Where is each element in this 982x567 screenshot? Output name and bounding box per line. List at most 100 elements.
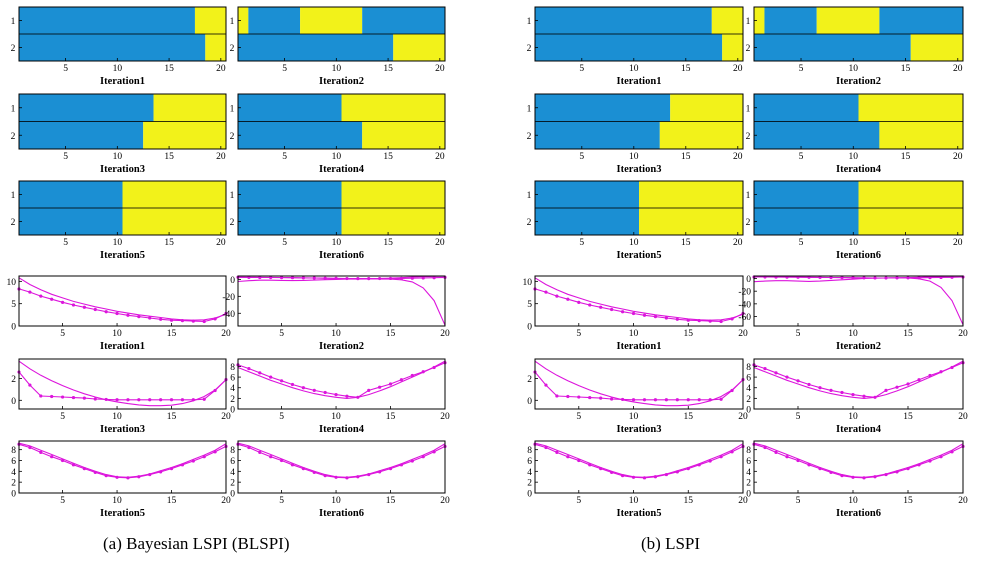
data-point bbox=[312, 388, 316, 392]
y-tick-label: 2 bbox=[230, 479, 235, 489]
data-point bbox=[631, 311, 636, 316]
x-tick-label: 10 bbox=[331, 496, 341, 506]
y-tick-label: 4 bbox=[230, 384, 235, 394]
data-point bbox=[884, 388, 888, 392]
data-point bbox=[137, 398, 141, 402]
plot-frame bbox=[237, 275, 446, 327]
x-tick-label: 15 bbox=[164, 64, 174, 74]
x-tick-label: 10 bbox=[629, 238, 639, 248]
x-tick-label: 5 bbox=[60, 496, 65, 506]
x-tick-label: 15 bbox=[164, 152, 174, 162]
plot-frame bbox=[753, 93, 964, 150]
series-line bbox=[18, 442, 227, 478]
value-plot-blspi-iteration2: -40 -20 0 5 10 15 20 Iteration2 bbox=[222, 275, 450, 352]
data-point bbox=[279, 379, 284, 383]
plot-title: Iteration5 bbox=[617, 250, 662, 261]
series-line-with-markers bbox=[18, 443, 227, 479]
plot-frame bbox=[534, 93, 744, 150]
data-point bbox=[378, 385, 382, 389]
y-tick-label: 2 bbox=[11, 375, 16, 385]
heatmap-cell bbox=[535, 94, 671, 122]
value-plot-lspi-iteration1: 0 5 10 5 10 15 20 Iteration1 bbox=[523, 275, 748, 352]
y-tick-label: -20 bbox=[222, 293, 235, 303]
y-tick-label: 1 bbox=[230, 104, 235, 114]
x-tick-label: 5 bbox=[63, 152, 68, 162]
x-tick-label: 10 bbox=[629, 152, 639, 162]
y-tick-label: 8 bbox=[746, 446, 751, 456]
caption-lspi: (b) LSPI bbox=[641, 534, 701, 553]
heatmap-cell bbox=[362, 7, 445, 34]
y-tick-label: 0 bbox=[746, 275, 751, 285]
data-point bbox=[697, 398, 701, 402]
y-tick-label: 1 bbox=[746, 191, 751, 201]
plot-frame bbox=[534, 440, 744, 494]
x-tick-label: 5 bbox=[799, 64, 804, 74]
plot-title: Iteration3 bbox=[617, 424, 662, 435]
x-tick-label: 15 bbox=[684, 412, 694, 422]
heatmap-cell bbox=[238, 181, 342, 208]
policy-heatmap-blspi-iteration6: 1 2 5 10 15 20 Iteration6 bbox=[230, 180, 446, 261]
plot-frame bbox=[237, 6, 446, 62]
x-tick-label: 15 bbox=[903, 412, 913, 422]
series-line-with-markers bbox=[237, 362, 446, 398]
plot-title: Iteration1 bbox=[100, 341, 145, 352]
x-tick-label: 20 bbox=[738, 412, 748, 422]
policy-heatmap-lspi-iteration3: 1 2 5 10 15 20 Iteration3 bbox=[527, 93, 744, 175]
y-tick-label: 0 bbox=[230, 406, 235, 416]
x-tick-label: 10 bbox=[332, 152, 342, 162]
y-tick-label: -40 bbox=[222, 310, 235, 320]
data-point bbox=[774, 371, 778, 375]
data-point bbox=[544, 290, 548, 294]
data-point bbox=[301, 386, 305, 390]
y-tick-label: -20 bbox=[738, 288, 751, 298]
heatmap-cell bbox=[238, 208, 342, 235]
data-point bbox=[323, 390, 327, 395]
data-point bbox=[566, 297, 570, 301]
x-tick-label: 15 bbox=[681, 238, 691, 248]
y-tick-label: 2 bbox=[746, 218, 751, 228]
caption-bayesian-lspi: (a) Bayesian LSPI (BLSPI) bbox=[103, 534, 290, 553]
data-point bbox=[50, 394, 54, 399]
data-point bbox=[664, 398, 668, 402]
heatmap-cell bbox=[858, 94, 963, 122]
x-tick-label: 15 bbox=[901, 152, 911, 162]
plot-frame bbox=[753, 180, 964, 236]
heatmap-cell bbox=[879, 121, 963, 149]
x-tick-label: 5 bbox=[63, 64, 68, 74]
policy-heatmap-lspi-iteration5: 1 2 5 10 15 20 Iteration5 bbox=[527, 180, 744, 261]
data-point bbox=[642, 313, 647, 317]
heatmap-cell bbox=[535, 181, 639, 208]
plot-title: Iteration2 bbox=[319, 341, 364, 352]
data-point bbox=[577, 395, 581, 399]
data-point bbox=[620, 310, 625, 314]
y-tick-label: 10 bbox=[7, 278, 17, 288]
data-point bbox=[82, 305, 86, 309]
plot-title: Iteration2 bbox=[836, 341, 881, 352]
x-tick-label: 10 bbox=[848, 412, 858, 422]
series-line-with-markers bbox=[753, 443, 964, 479]
x-tick-label: 10 bbox=[112, 329, 122, 339]
heatmap-cell bbox=[764, 7, 817, 34]
data-point bbox=[796, 379, 800, 383]
plot-title: Iteration6 bbox=[319, 250, 364, 261]
policy-heatmap-blspi-iteration2: 1 2 5 10 15 20 Iteration2 bbox=[230, 6, 446, 87]
plot-title: Iteration4 bbox=[836, 164, 882, 175]
policy-heatmap-blspi-iteration5: 1 2 5 10 15 20 Iteration5 bbox=[11, 180, 227, 261]
series-line bbox=[237, 275, 446, 280]
policy-heatmap-lspi-iteration1: 1 2 5 10 15 20 Iteration1 bbox=[527, 6, 744, 87]
x-tick-label: 20 bbox=[738, 329, 748, 339]
x-tick-label: 15 bbox=[167, 412, 177, 422]
x-tick-label: 10 bbox=[331, 412, 341, 422]
data-point bbox=[169, 398, 174, 402]
y-tick-label: 8 bbox=[11, 446, 16, 456]
heatmap-cell bbox=[341, 208, 445, 235]
y-tick-label: -40 bbox=[738, 300, 751, 310]
heatmap-cell bbox=[194, 7, 226, 34]
y-tick-label: 1 bbox=[527, 104, 532, 114]
series-line-with-markers bbox=[534, 288, 744, 323]
x-tick-label: 10 bbox=[629, 496, 639, 506]
x-tick-label: 15 bbox=[901, 238, 911, 248]
heatmap-cell bbox=[362, 121, 445, 149]
